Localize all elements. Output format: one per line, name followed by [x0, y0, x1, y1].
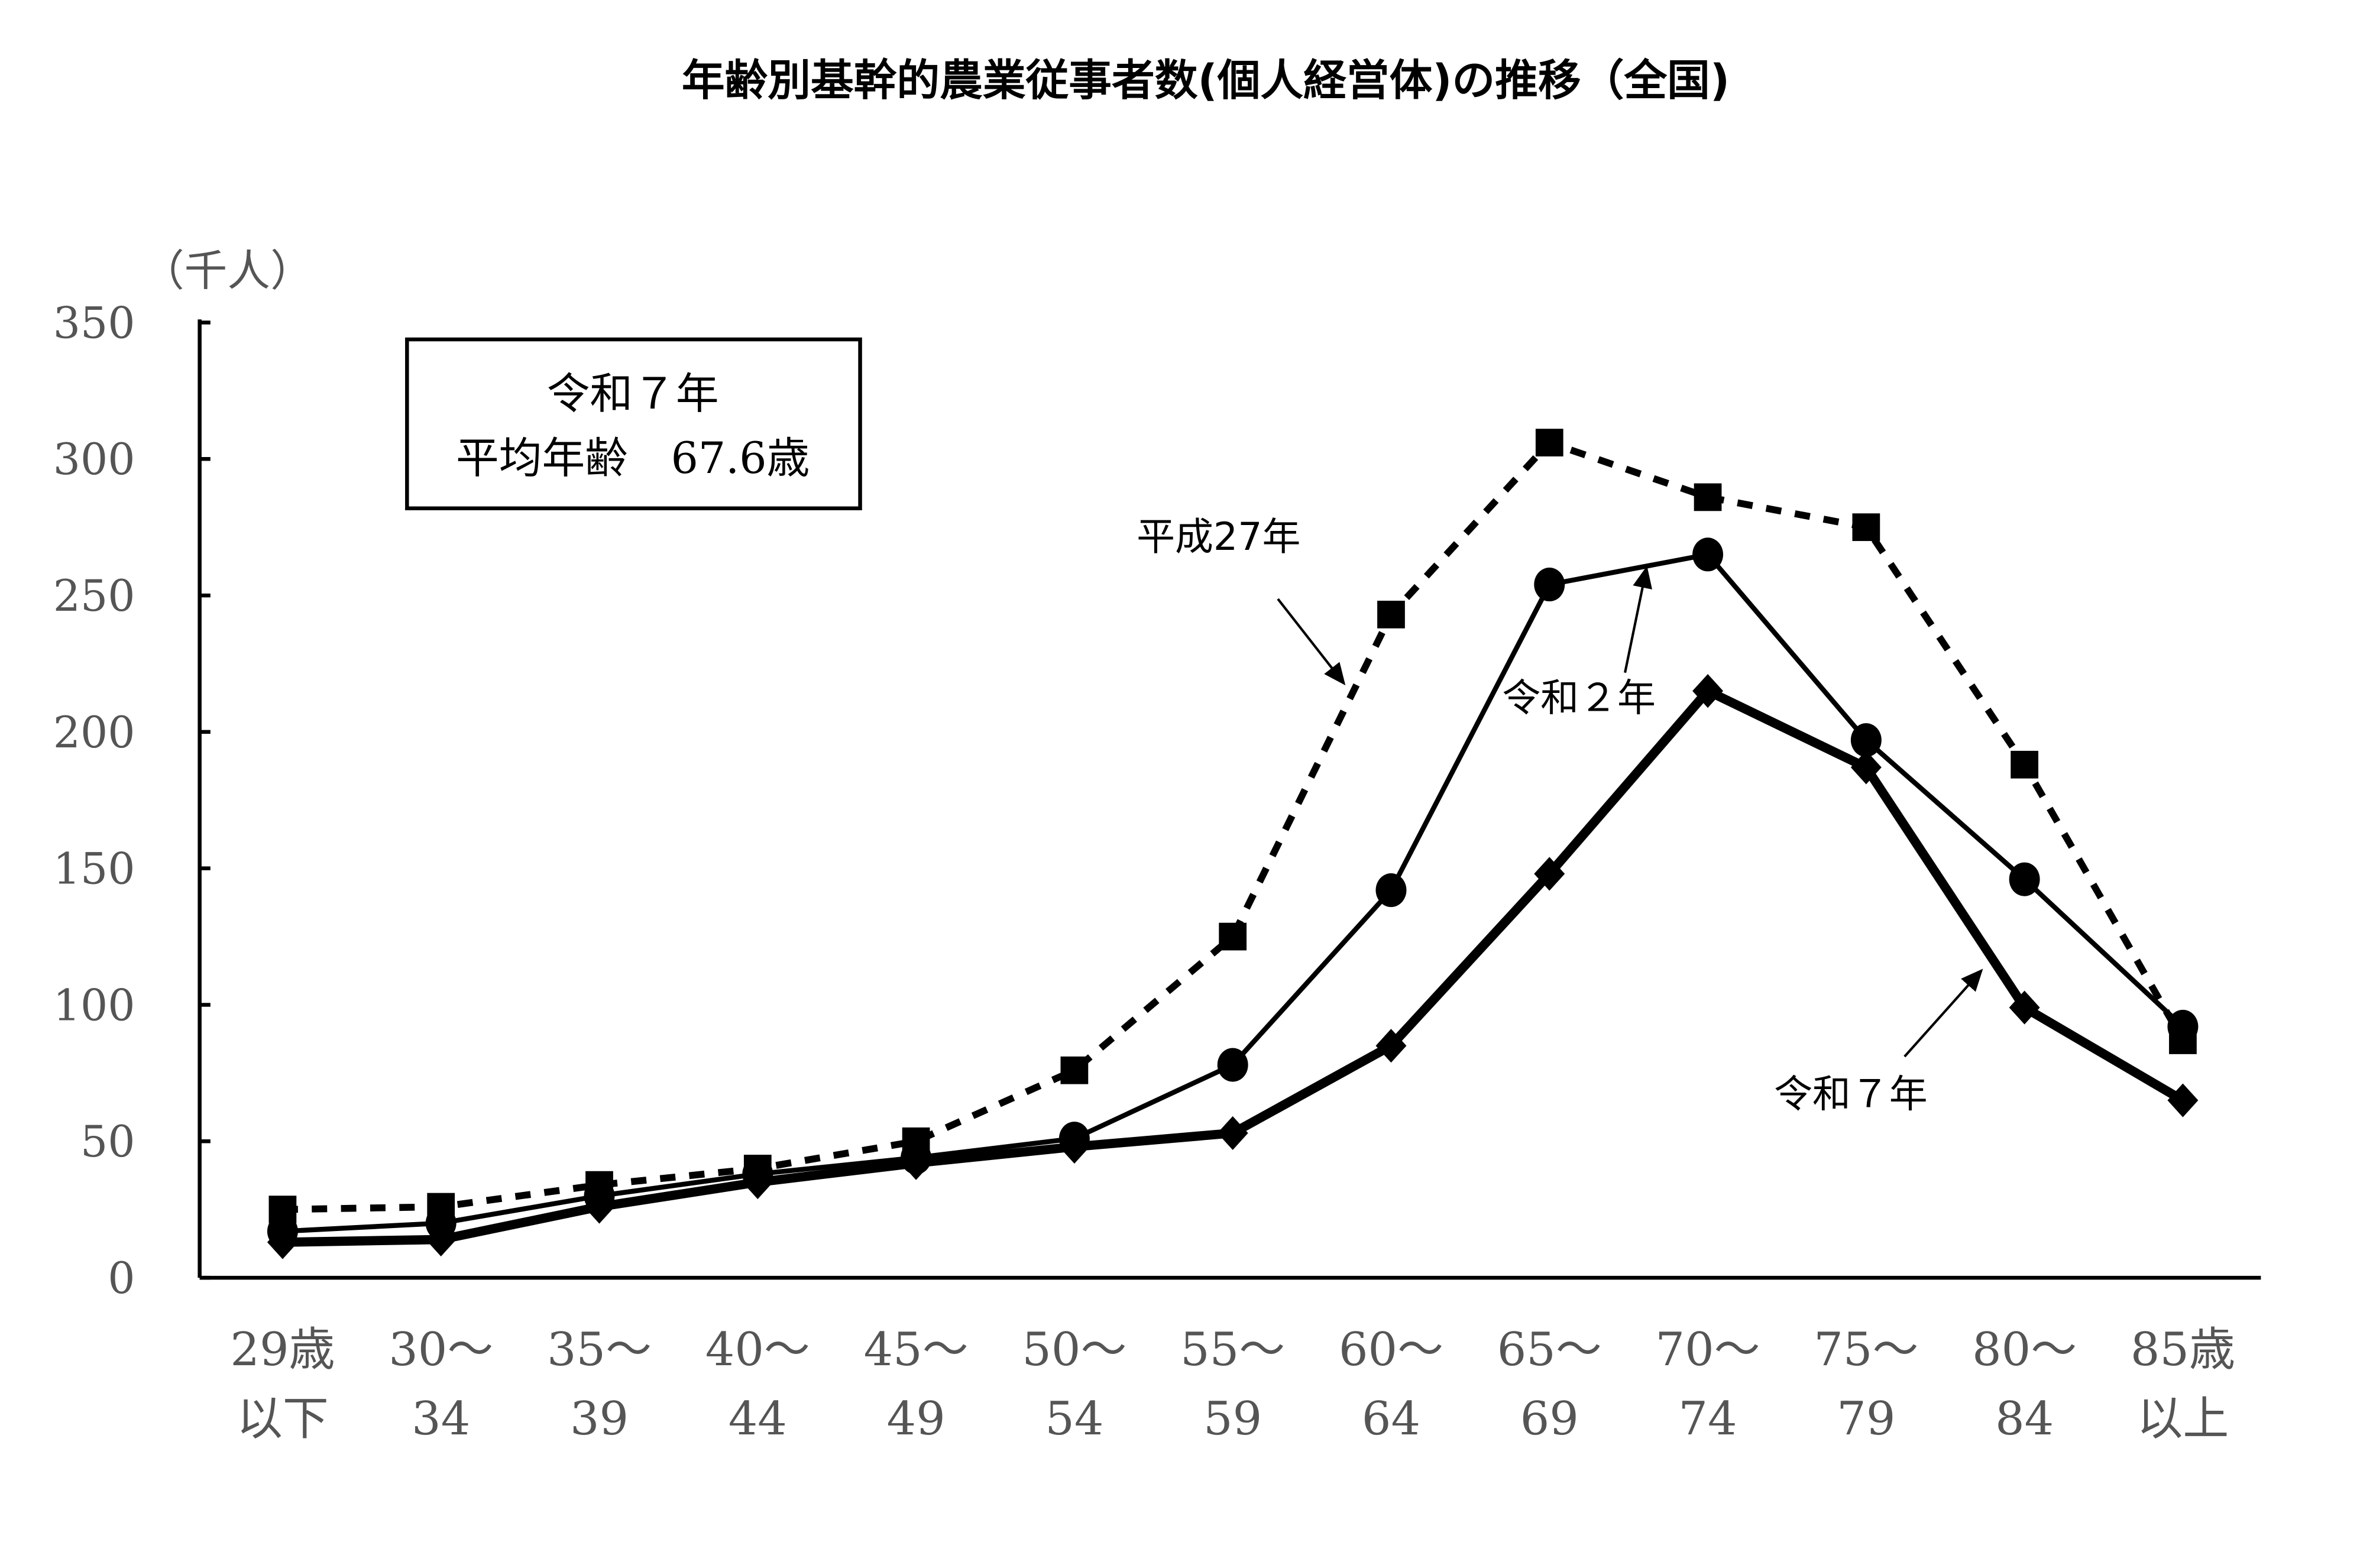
x-tick-label: 50～ — [1022, 1323, 1126, 1376]
average-age-box-border — [405, 337, 862, 511]
x-tick-label: 45～ — [864, 1323, 969, 1376]
x-tick-label: 75～ — [1814, 1323, 1918, 1376]
x-tick-label: 35～ — [547, 1323, 652, 1376]
data-point-diamond — [2009, 990, 2040, 1025]
data-point-square — [1219, 922, 1247, 951]
data-point-square — [2011, 750, 2039, 779]
series-diamond — [267, 674, 2199, 1259]
x-tick-label: 以上 — [2137, 1392, 2229, 1446]
x-tick-label: 74 — [1678, 1392, 1737, 1446]
data-point-diamond — [1692, 674, 1724, 708]
data-point-circle — [1217, 1048, 1248, 1082]
x-tick-label: 65～ — [1497, 1323, 1602, 1376]
x-tick-label: 30～ — [389, 1323, 493, 1376]
data-point-diamond — [1850, 750, 1882, 785]
series-line — [282, 686, 2186, 1247]
data-point-diamond — [1058, 1129, 1090, 1164]
data-point-square — [1852, 513, 1880, 542]
x-tick-label: 54 — [1045, 1392, 1103, 1446]
y-tick-label: 200 — [53, 708, 135, 758]
x-tick-label: 49 — [887, 1392, 946, 1446]
x-tick-label: 34 — [412, 1392, 470, 1446]
y-tick-label: 150 — [53, 844, 135, 895]
data-point-square — [1060, 1056, 1089, 1084]
data-point-square — [1377, 601, 1405, 629]
y-tick-label: 350 — [53, 298, 135, 348]
y-axis-unit: （千人） — [141, 246, 313, 296]
series-label-r7: 令和７年 — [1774, 968, 1983, 1117]
data-point-circle — [1850, 723, 1882, 757]
data-point-circle — [1534, 568, 1565, 602]
y-tick-label: 0 — [108, 1253, 135, 1304]
data-point-diamond — [901, 1146, 932, 1180]
chart-title: 年齢別基幹的農業従事者数(個人経営体)の推移（全国) — [682, 56, 1730, 106]
data-point-circle — [1692, 537, 1724, 572]
y-tick-label: 50 — [80, 1117, 135, 1167]
x-tick-label: 以下 — [237, 1392, 329, 1446]
average-age-box-year: 令和７年 — [547, 369, 719, 419]
series-label-r2-arrow — [1624, 565, 1653, 673]
x-tick-label: 79 — [1837, 1392, 1895, 1446]
x-tick-label: 60～ — [1339, 1323, 1443, 1376]
x-tick-label: 85歳 — [2131, 1323, 2235, 1376]
series-label-h27-text: 平成27年 — [1137, 515, 1300, 559]
x-tick-label: 44 — [729, 1392, 787, 1446]
x-tick-label: 55～ — [1180, 1323, 1285, 1376]
x-tick-label: 64 — [1362, 1392, 1420, 1446]
series-label-h27-arrow — [1277, 598, 1346, 686]
y-tick-label: 250 — [53, 571, 135, 621]
data-point-circle — [2009, 862, 2040, 896]
x-tick-label: 80～ — [1972, 1323, 2077, 1376]
x-tick-label: 40～ — [705, 1323, 810, 1376]
x-tick-label: 59 — [1203, 1392, 1262, 1446]
data-point-circle — [2167, 1009, 2199, 1044]
y-tick-label: 300 — [53, 435, 135, 485]
x-tick-label: 69 — [1520, 1392, 1579, 1446]
y-tick-label: 100 — [53, 980, 135, 1031]
x-tick-label: 84 — [1995, 1392, 2054, 1446]
series-label-r2: 令和２年 — [1502, 565, 1656, 721]
data-point-diamond — [2167, 1083, 2199, 1117]
series-label-r7-arrow — [1903, 968, 1983, 1058]
data-point-diamond — [267, 1225, 298, 1259]
x-tick-label: 39 — [570, 1392, 629, 1446]
data-point-diamond — [1534, 857, 1565, 891]
data-point-circle — [1375, 873, 1407, 908]
data-point-diamond — [742, 1165, 773, 1200]
x-tick-label: 70～ — [1656, 1323, 1760, 1376]
data-point-square — [1535, 429, 1563, 456]
data-point-diamond — [1217, 1116, 1248, 1150]
data-point-diamond — [1375, 1029, 1407, 1063]
series-label-r7-text: 令和７年 — [1774, 1073, 1928, 1117]
series-label-r2-text: 令和２年 — [1502, 676, 1656, 721]
average-age-box: 令和７年 平均年齢 67.6歳 — [405, 337, 862, 511]
data-point-square — [1694, 483, 1722, 511]
series-label-h27: 平成27年 — [1137, 515, 1346, 686]
x-tick-label: 29歳 — [230, 1323, 335, 1376]
average-age-box-value: 平均年齢 67.6歳 — [456, 433, 810, 484]
